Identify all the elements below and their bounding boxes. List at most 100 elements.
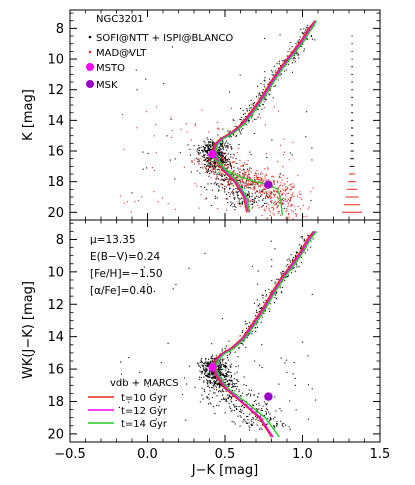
top-mad-star-point bbox=[218, 127, 220, 129]
legend-label-msk: MSK bbox=[96, 80, 118, 91]
top-star-point bbox=[187, 144, 189, 146]
top-mad-star-point bbox=[286, 193, 288, 195]
bottom-star-point bbox=[286, 371, 288, 373]
top-mad-star-point bbox=[262, 189, 264, 191]
top-y-tick-label: 20 bbox=[47, 206, 64, 221]
top-star-point bbox=[220, 143, 222, 145]
top-star-point bbox=[262, 199, 264, 201]
top-star-point bbox=[267, 83, 269, 85]
top-star-point bbox=[263, 101, 265, 103]
bottom-star-point bbox=[255, 403, 257, 405]
top-mad-star-point bbox=[275, 203, 277, 205]
bottom-star-point bbox=[216, 379, 218, 381]
top-mad-star-point bbox=[282, 184, 284, 186]
top-mad-star-point bbox=[221, 156, 223, 158]
top-star-point bbox=[311, 147, 313, 149]
top-mad-star-point bbox=[259, 186, 261, 188]
bottom-star-point bbox=[222, 390, 224, 392]
top-star-point bbox=[269, 94, 271, 96]
top-star-point bbox=[248, 109, 250, 111]
bottom-star-point bbox=[207, 383, 209, 385]
bottom-star-point bbox=[240, 395, 242, 397]
bottom-star-point bbox=[206, 397, 208, 399]
top-star-point bbox=[305, 26, 307, 28]
top-star-point bbox=[289, 48, 291, 50]
top-star-point bbox=[262, 104, 264, 106]
bottom-star-point bbox=[210, 381, 212, 383]
top-star-point bbox=[204, 186, 206, 188]
top-mad-star-point bbox=[280, 194, 282, 196]
top-star-point bbox=[226, 161, 228, 163]
bottom-star-point bbox=[218, 383, 220, 385]
bottom-star-point bbox=[258, 428, 260, 430]
bottom-star-point bbox=[239, 410, 241, 412]
bottom-star-point bbox=[202, 398, 204, 400]
top-star-point bbox=[146, 167, 148, 169]
bottom-star-point bbox=[223, 358, 225, 360]
top-mad-star-point bbox=[261, 205, 263, 207]
bottom-star-point bbox=[222, 374, 224, 376]
top-star-point bbox=[208, 145, 210, 147]
top-mad-star-point bbox=[291, 210, 293, 212]
top-star-point bbox=[312, 38, 314, 40]
bottom-star-point bbox=[307, 418, 309, 420]
bottom-star-point bbox=[276, 291, 278, 293]
bottom-star-point bbox=[200, 367, 202, 369]
top-mad-star-point bbox=[264, 188, 266, 190]
bottom-star-point bbox=[260, 427, 262, 429]
bottom-star-point bbox=[241, 410, 243, 412]
bottom-star-point bbox=[211, 343, 213, 345]
top-mad-star-point bbox=[264, 177, 266, 179]
top-star-point bbox=[199, 152, 201, 154]
bottom-star-point bbox=[259, 303, 261, 305]
top-mad-star-point bbox=[229, 184, 231, 186]
top-star-point bbox=[238, 200, 240, 202]
top-mad-star-point bbox=[204, 198, 206, 200]
top-mad-star-point bbox=[283, 200, 285, 202]
top-star-point bbox=[232, 185, 234, 187]
top-mad-star-point bbox=[265, 173, 267, 175]
top-star-point bbox=[246, 108, 248, 110]
top-star-point bbox=[215, 171, 217, 173]
bottom-star-point bbox=[202, 365, 204, 367]
top-mad-star-point bbox=[275, 204, 277, 206]
top-mad-star-point bbox=[208, 160, 210, 162]
top-mad-star-point bbox=[249, 184, 251, 186]
top-star-point bbox=[263, 84, 265, 86]
top-mad-star-point bbox=[248, 174, 250, 176]
top-star-point bbox=[224, 157, 226, 159]
top-star-point bbox=[233, 153, 235, 155]
top-star-point bbox=[190, 171, 192, 173]
bottom-star-point bbox=[293, 267, 295, 269]
top-mad-star-point bbox=[310, 191, 312, 193]
top-star-point bbox=[210, 149, 212, 151]
top-star-point bbox=[297, 52, 299, 54]
bottom-x-tick-label: −0.5 bbox=[54, 447, 86, 462]
top-mad-star-point bbox=[236, 152, 238, 154]
bottom-star-point bbox=[214, 382, 216, 384]
top-star-point bbox=[236, 126, 238, 128]
top-star-point bbox=[222, 152, 224, 154]
top-mad-star-point bbox=[287, 218, 289, 220]
top-star-point bbox=[222, 142, 224, 144]
top-star-point bbox=[311, 159, 313, 161]
top-mad-star-point bbox=[218, 167, 220, 169]
bottom-star-point bbox=[276, 425, 278, 427]
top-star-point bbox=[231, 182, 233, 184]
bottom-star-point bbox=[280, 357, 282, 359]
top-star-point bbox=[263, 79, 265, 81]
top-mad-star-point bbox=[271, 176, 273, 178]
top-star-point bbox=[231, 203, 233, 205]
top-star-point bbox=[215, 145, 217, 147]
bottom-star-point bbox=[276, 421, 278, 423]
top-star-point bbox=[235, 206, 237, 208]
top-mad-star-point bbox=[255, 184, 257, 186]
bottom-star-point bbox=[219, 364, 221, 366]
top-mad-star-point bbox=[272, 180, 274, 182]
bottom-star-point bbox=[218, 372, 220, 374]
bottom-star-point bbox=[241, 332, 243, 334]
top-mad-star-point bbox=[208, 158, 210, 160]
top-mad-star-point bbox=[296, 195, 298, 197]
top-star-point bbox=[225, 193, 227, 195]
top-star-point bbox=[291, 46, 293, 48]
